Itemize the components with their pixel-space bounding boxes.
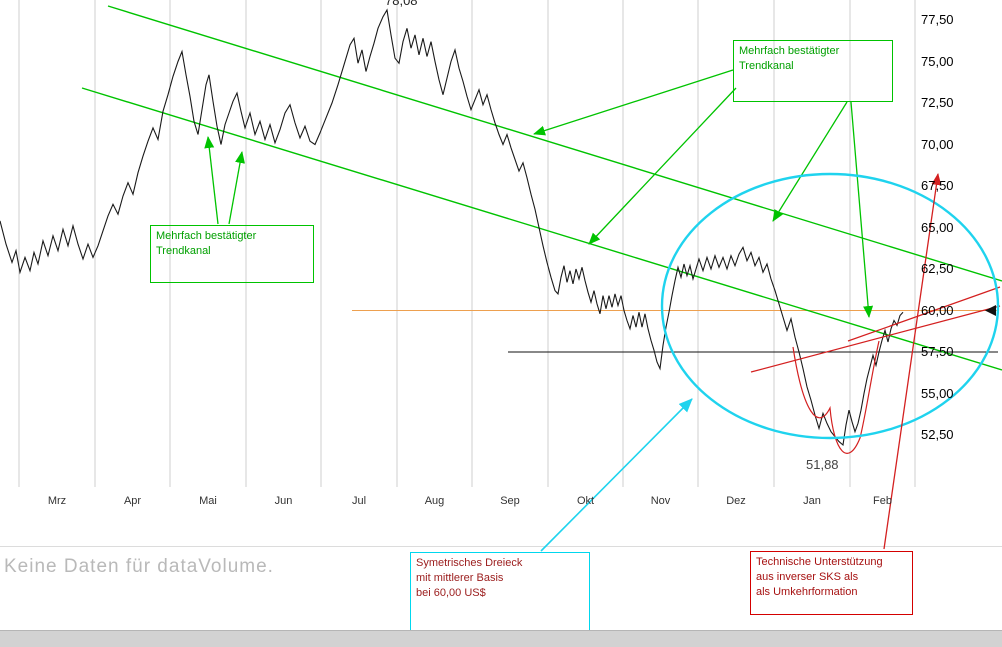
green-annotation-arrow (204, 136, 219, 225)
annotation-text: Mehrfach bestätigter (739, 45, 840, 57)
annotation-text: als Umkehrformation (756, 586, 858, 598)
green-annotation-arrow (533, 69, 734, 136)
annotation-text: Trendkanal (739, 60, 794, 72)
green-annotation-arrow (850, 101, 874, 318)
x-axis-label: Mrz (47, 495, 67, 507)
y-axis-label: 52,50 (921, 427, 954, 442)
y-axis-label: 67,50 (921, 178, 954, 193)
annotation-text: mit mittlerer Basis (416, 572, 504, 584)
y-axis-label: 62,50 (921, 261, 954, 276)
peak-price-label: 78,08 (385, 0, 418, 8)
y-axis-label: 77,50 (921, 12, 954, 27)
x-axis-label: Jul (351, 495, 367, 507)
x-axis-label: Dez (726, 495, 746, 507)
y-axis-label: 72,50 (921, 95, 954, 110)
x-axis-label: Jan (803, 495, 821, 507)
low-price-label: 51,88 (806, 457, 839, 472)
x-axis-label: Okt (576, 495, 595, 507)
y-axis-label: 65,00 (921, 219, 954, 235)
annotation-text: bei 60,00 US$ (416, 587, 486, 599)
green-annotation-arrow (228, 151, 245, 225)
trend-channel-line (107, 5, 1002, 282)
x-axis-label: Nov (650, 495, 671, 507)
no-data-message: Keine Daten für dataVolume. (4, 556, 274, 577)
annotation-box-trendkanal-left[interactable]: Mehrfach bestätigter Trendkanal (150, 225, 314, 283)
red-annotation-arrow (883, 173, 942, 550)
x-axis-label: Apr (123, 495, 142, 507)
y-axis-label: 60,00 (921, 302, 954, 318)
current-price-marker (985, 305, 996, 316)
inverse-sks-curve (792, 340, 880, 454)
annotation-text: Symetrisches Dreieck (416, 557, 523, 569)
green-annotation-arrow (772, 101, 848, 222)
annotation-box-trendkanal-right[interactable]: Mehrfach bestätigter Trendkanal (733, 40, 893, 102)
y-axis-label: 70,00 (921, 136, 954, 152)
y-axis-label: 57,50 (921, 344, 954, 359)
bottom-scrollbar-area[interactable] (0, 630, 1002, 647)
price-line (0, 8, 904, 447)
annotation-box-sks-support[interactable]: Technische Unterstützung aus inverser SK… (750, 551, 913, 615)
red-support-line (750, 305, 1001, 373)
annotation-text: Mehrfach bestätigter (156, 230, 257, 242)
y-axis-label: 75,00 (921, 53, 954, 69)
x-axis-label: Feb (873, 495, 892, 507)
annotation-text: Technische Unterstützung (756, 556, 883, 568)
highlight-ellipse (660, 172, 1000, 440)
cyan-annotation-arrow (540, 398, 693, 552)
annotation-box-symmetric-triangle[interactable]: Symetrisches Dreieck mit mittlerer Basis… (410, 552, 590, 633)
y-axis-label: 55,00 (921, 385, 954, 401)
red-support-line (847, 286, 1001, 342)
x-axis-label: Jun (274, 495, 293, 507)
annotation-text: Trendkanal (156, 245, 211, 257)
green-annotation-arrow (588, 87, 737, 245)
x-axis-label: Mai (199, 495, 217, 507)
x-axis-label: Aug (424, 495, 445, 507)
annotation-text: aus inverser SKS als (756, 571, 859, 583)
x-axis-label: Sep (500, 495, 520, 507)
trend-channel-line (81, 87, 1002, 371)
